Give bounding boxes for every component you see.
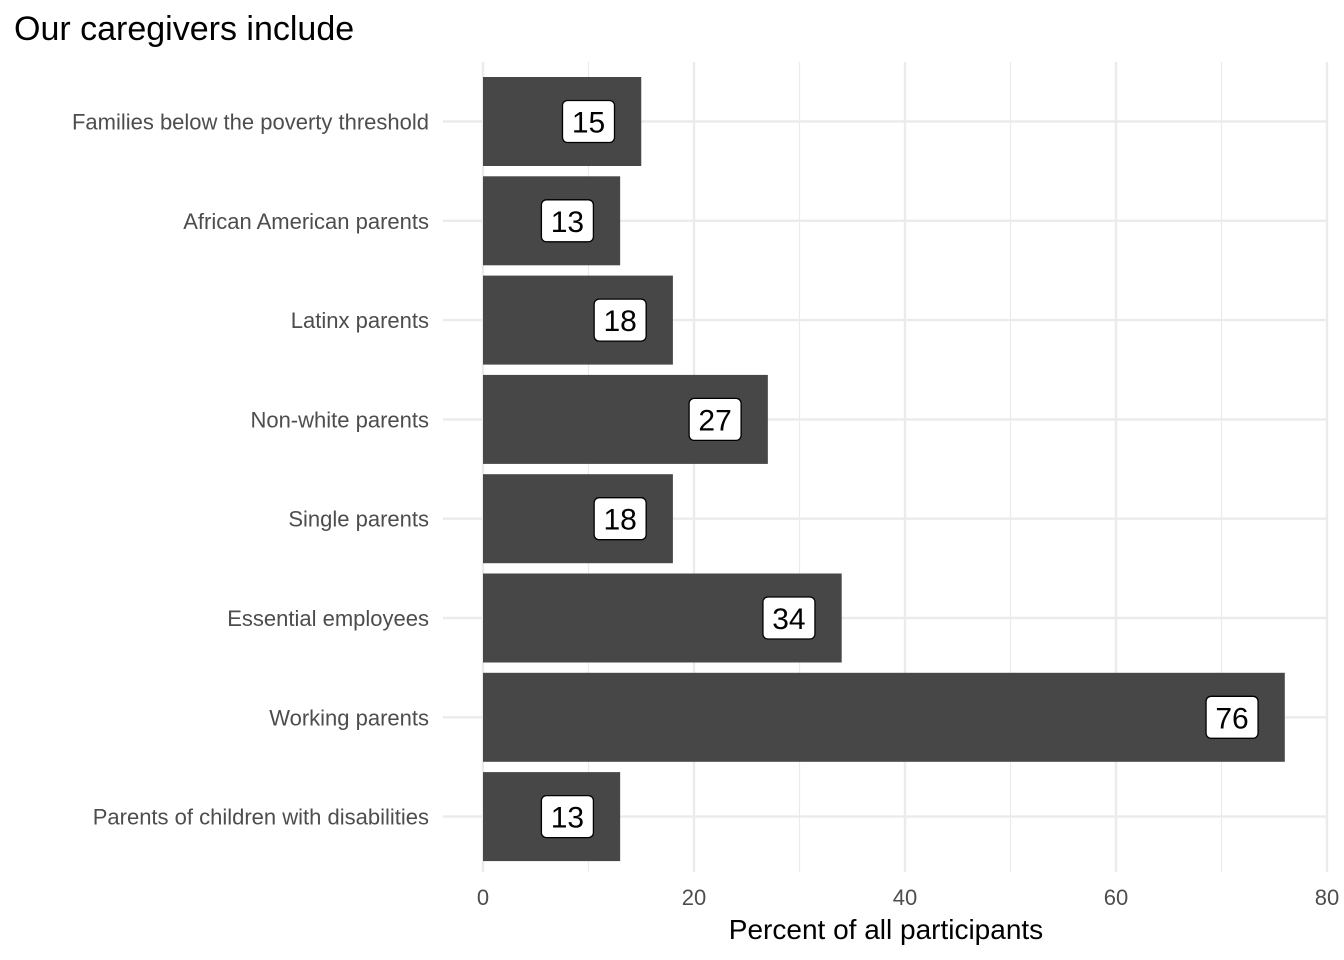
value-label: 13 [551,206,584,239]
category-label: Parents of children with disabilities [93,805,429,830]
category-label: Non-white parents [250,407,429,432]
value-label-box [688,397,742,442]
category-label: Working parents [269,705,429,730]
x-tick-label: 20 [682,885,706,910]
value-label: 18 [603,305,636,338]
value-label: 76 [1215,702,1248,735]
x-tick-label: 0 [477,885,489,910]
category-label: Single parents [288,507,429,532]
chart-title: Our caregivers include [14,10,354,48]
value-label-box [593,497,647,541]
value-label-box [1205,695,1259,739]
value-label-box [540,794,595,839]
x-axis-title: Percent of all participants [729,914,1043,945]
category-label: Latinx parents [291,308,429,333]
value-label-box [762,596,816,640]
category-label: Essential employees [227,606,429,631]
x-tick-label: 80 [1315,885,1339,910]
x-tick-label: 40 [893,885,917,910]
value-label: 15 [572,107,605,140]
value-labels: 15 13 18 27 18 34 76 13 [540,99,1259,839]
category-label: African American parents [183,209,429,234]
value-label-box [561,99,616,144]
value-label: 27 [698,404,731,437]
bars [483,77,1285,862]
category-labels: Families below the poverty threshold Afri… [72,110,429,830]
value-label-box [593,298,647,342]
category-label: Families below the poverty threshold [72,110,429,135]
value-label-box [540,199,595,243]
value-label: 18 [603,504,636,537]
x-axis-ticks: 0 20 40 60 80 [477,885,1339,910]
value-label: 13 [551,802,584,835]
bar [483,672,1285,762]
x-tick-label: 60 [1104,885,1128,910]
value-label: 34 [772,603,805,636]
